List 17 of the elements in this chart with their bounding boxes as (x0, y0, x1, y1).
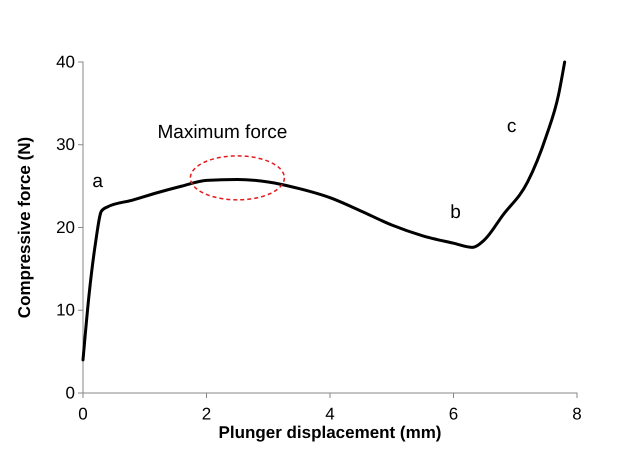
x-tick-label: 0 (78, 404, 88, 424)
x-tick-label: 8 (572, 404, 582, 424)
y-tick-label: 30 (56, 135, 75, 154)
annotation: a (92, 170, 104, 192)
x-tick-label: 6 (448, 404, 458, 424)
x-tick-label: 4 (325, 404, 335, 424)
annotation: Maximum force (157, 122, 288, 143)
y-tick-label: 40 (56, 52, 75, 72)
y-tick-label: 20 (56, 218, 75, 237)
line-series (82, 60, 566, 362)
y-tick-label: 10 (56, 300, 75, 320)
y-tick-label: 0 (66, 383, 75, 402)
annotation: b (450, 202, 461, 224)
x-tick-label: 2 (202, 404, 212, 424)
annotation: c (506, 116, 516, 137)
y-axis-title: Compressive force (N) (15, 136, 34, 318)
x-axis-title: Plunger displacement (mm) (218, 423, 442, 442)
